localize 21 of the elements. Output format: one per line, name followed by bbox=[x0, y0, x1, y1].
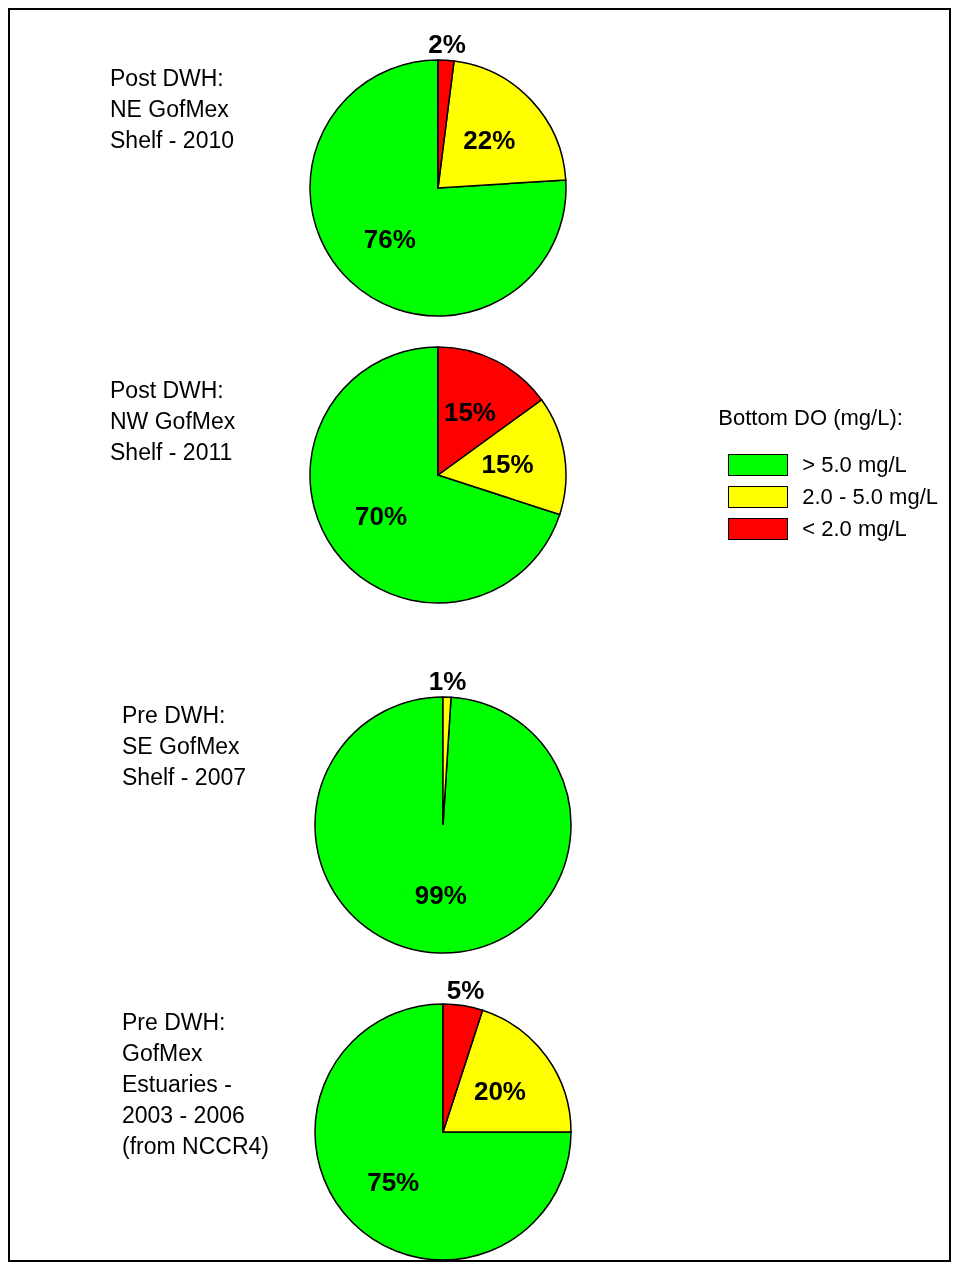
text: Post DWH: NW GofMex Shelf - 2011 bbox=[110, 376, 236, 467]
text: Pre DWH: SE GofMex Shelf - 2007 bbox=[122, 701, 247, 792]
data-label: 75% bbox=[367, 1166, 420, 1197]
text: Post DWH: NE GofMex Shelf - 2010 bbox=[110, 64, 235, 155]
data-label: 5% bbox=[446, 974, 485, 1005]
data-label: 15% bbox=[443, 397, 496, 428]
data-label: 15% bbox=[481, 448, 534, 479]
legend-title: Bottom DO (mg/L): bbox=[718, 405, 904, 431]
data-label: 1% bbox=[428, 666, 467, 697]
data-label: 76% bbox=[363, 224, 416, 255]
data-label: 99% bbox=[414, 880, 467, 911]
legend-label: > 5.0 mg/L bbox=[802, 452, 907, 478]
data-label: 22% bbox=[463, 124, 516, 155]
pie-slice bbox=[314, 696, 572, 954]
legend-label: 2.0 - 5.0 mg/L bbox=[802, 484, 938, 510]
data-label: 20% bbox=[473, 1075, 526, 1106]
data-label: 70% bbox=[355, 501, 408, 532]
data-label: 2% bbox=[428, 29, 466, 60]
legend-label: < 2.0 mg/L bbox=[802, 516, 907, 542]
text: Pre DWH: GofMex Estuaries - 2003 - 2006 (from NCCR4) bbox=[122, 1008, 269, 1161]
pie-slice bbox=[309, 59, 567, 317]
